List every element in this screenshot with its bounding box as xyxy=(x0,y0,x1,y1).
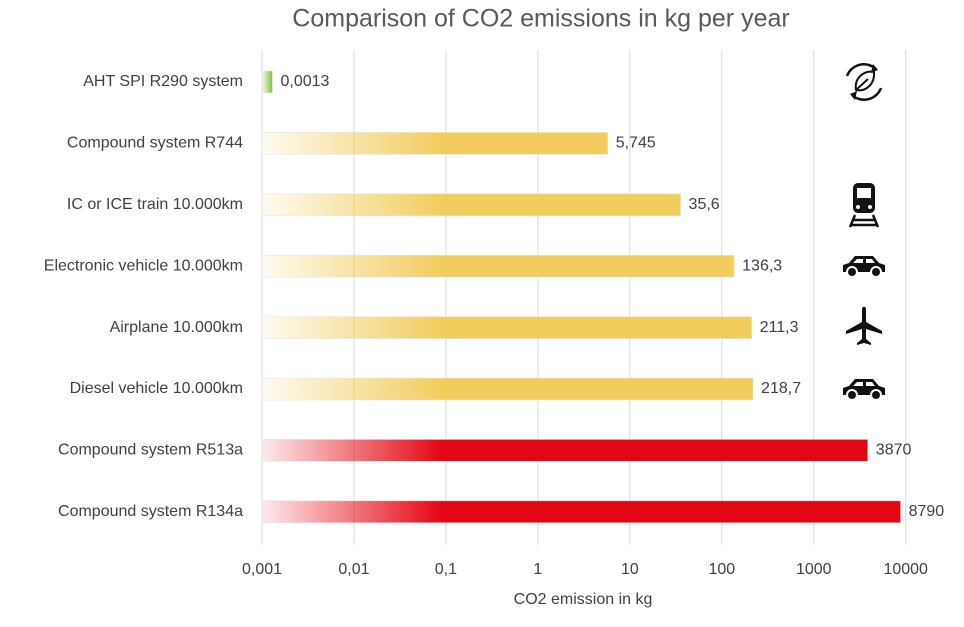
icons xyxy=(843,63,885,401)
category-label: Compound system R513a xyxy=(58,442,243,459)
bar xyxy=(261,254,735,278)
category-label: Compound system R744 xyxy=(67,135,243,152)
bar xyxy=(261,70,273,94)
category-label: Diesel vehicle 10.000km xyxy=(70,380,243,397)
bar xyxy=(261,377,754,401)
value-label: 211,3 xyxy=(760,319,799,336)
train-icon xyxy=(848,183,880,228)
plot-area: 0,001 0,01 0,1 1 10 100 1000 10000 AHT SPI R290 … xyxy=(44,50,944,578)
category-label: AHT SPI R290 system xyxy=(83,73,243,90)
x-tick-label: 10000 xyxy=(883,561,928,578)
bar xyxy=(261,500,901,524)
category-label: Airplane 10.000km xyxy=(110,319,243,336)
eco-icon xyxy=(845,63,883,101)
value-label: 8790 xyxy=(909,503,945,520)
bar xyxy=(261,439,869,462)
x-tick-label: 10 xyxy=(621,561,639,578)
bar xyxy=(261,193,681,217)
plane-icon xyxy=(846,306,882,345)
x-tick-label: 1 xyxy=(533,561,542,578)
value-label: 35,6 xyxy=(689,196,720,213)
value-label: 0,0013 xyxy=(280,73,329,90)
chart-title: Comparison of CO2 emissions in kg per ye… xyxy=(292,5,789,33)
value-label: 136,3 xyxy=(742,257,782,274)
value-label: 218,7 xyxy=(761,380,801,397)
bar xyxy=(261,316,752,339)
x-tick-label: 100 xyxy=(708,561,735,578)
category-label: Electronic vehicle 10.000km xyxy=(44,257,243,274)
x-tick-label: 0,001 xyxy=(242,561,282,578)
x-tick-label: 0,1 xyxy=(435,561,457,578)
bar xyxy=(261,132,609,155)
value-label: 5,745 xyxy=(616,135,656,152)
x-tick-label: 1000 xyxy=(796,561,832,578)
value-label: 3870 xyxy=(876,442,912,459)
x-axis-label: CO2 emission in kg xyxy=(514,591,653,608)
category-label: IC or ICE train 10.000km xyxy=(67,196,243,213)
x-tick-label: 0,01 xyxy=(338,561,369,578)
category-label: Compound system R134a xyxy=(58,503,243,520)
car-icon xyxy=(843,256,885,278)
car-icon xyxy=(843,379,885,401)
